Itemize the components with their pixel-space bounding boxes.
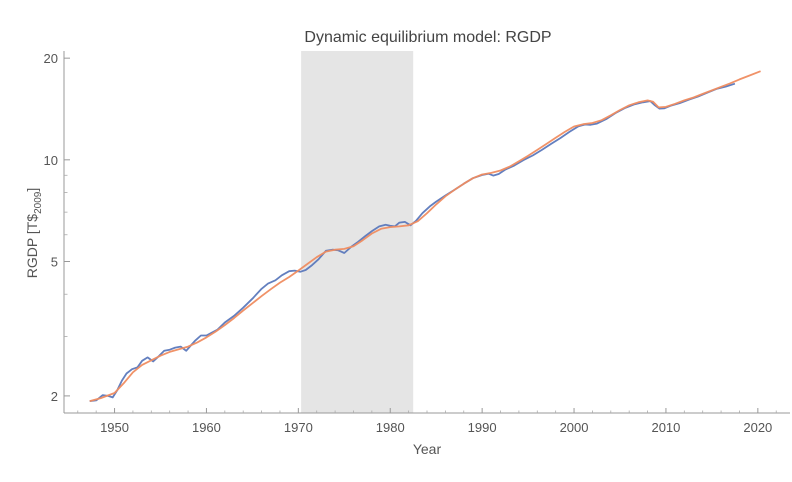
x-tick-label-1980: 1980 (376, 420, 405, 435)
x-ticks: 1950 1960 1970 1980 1990 2000 2010 2020 (77, 408, 777, 435)
y-ticks: 2 5 10 20 (44, 51, 70, 404)
x-tick-label-1970: 1970 (284, 420, 313, 435)
y-axis-label-sub: 2009 (33, 191, 44, 214)
y-axis-label: RGDP [T$2009] (24, 188, 44, 278)
x-tick-label-1950: 1950 (100, 420, 129, 435)
x-axis-label: Year (413, 441, 442, 457)
y-tick-label-5: 5 (51, 255, 58, 270)
x-tick-label-2020: 2020 (743, 420, 772, 435)
x-tick-label-2000: 2000 (560, 420, 589, 435)
axes (63, 51, 790, 414)
y-tick-label-2: 2 (51, 389, 58, 404)
series-line-2 (89, 70, 761, 402)
y-tick-label-20: 20 (44, 51, 58, 66)
x-tick-label-1960: 1960 (192, 420, 221, 435)
y-axis-label-main: RGDP [T$ (24, 214, 40, 279)
x-tick-label-1990: 1990 (468, 420, 497, 435)
y-tick-label-10: 10 (44, 153, 58, 168)
shaded-region (301, 51, 414, 413)
x-tick-label-2010: 2010 (651, 420, 680, 435)
series-group (89, 70, 761, 402)
y-axis-label-close: ] (24, 188, 40, 192)
chart-title: Dynamic equilibrium model: RGDP (304, 29, 551, 46)
